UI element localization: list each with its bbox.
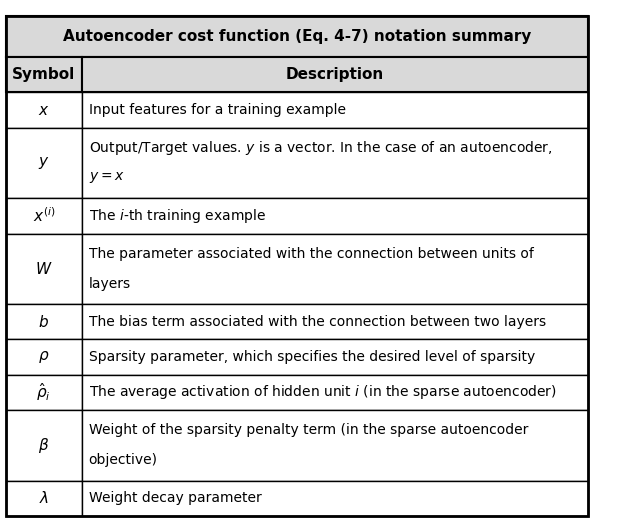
Text: Description: Description [285,67,384,82]
Text: The parameter associated with the connection between units of: The parameter associated with the connec… [89,247,534,261]
Text: $\hat{\rho}_i$: $\hat{\rho}_i$ [36,381,51,403]
Text: $\beta$: $\beta$ [38,436,49,455]
Bar [82,57,588,92]
Text: $y= x$: $y= x$ [89,170,125,185]
Text: Output/Target values. $y$ is a vector. In the case of an autoencoder,: Output/Target values. $y$ is a vector. I… [89,139,552,157]
Bar [6,480,82,516]
Text: $b$: $b$ [38,314,49,330]
Text: $\lambda$: $\lambda$ [38,490,49,506]
Text: $x$: $x$ [38,103,49,118]
Text: Symbol: Symbol [12,67,76,82]
Bar [6,128,82,199]
Text: layers: layers [89,277,131,291]
Bar [82,233,588,304]
Bar [82,339,588,375]
Bar [6,339,82,375]
Bar [82,92,588,128]
Bar [6,16,588,57]
Text: objective): objective) [89,453,157,467]
Bar [6,233,82,304]
Bar [6,304,82,339]
Bar [82,199,588,233]
Bar [82,304,588,339]
Text: $x^{(i)}$: $x^{(i)}$ [33,206,55,225]
Text: Weight decay parameter: Weight decay parameter [89,491,262,505]
Bar [6,375,82,410]
Text: Weight of the sparsity penalty term (in the sparse autoencoder: Weight of the sparsity penalty term (in … [89,424,528,438]
Text: The $i$-th training example: The $i$-th training example [89,207,266,225]
Bar [82,128,588,199]
Text: $W$: $W$ [35,261,52,277]
Text: $\rho$: $\rho$ [38,349,49,365]
Bar [82,375,588,410]
Text: The bias term associated with the connection between two layers: The bias term associated with the connec… [89,315,546,329]
Text: The average activation of hidden unit $i$ (in the sparse autoencoder): The average activation of hidden unit $i… [89,383,557,401]
Bar [6,199,82,233]
Bar [6,410,82,480]
Text: Autoencoder cost function (Eq. 4-7) notation summary: Autoencoder cost function (Eq. 4-7) nota… [63,29,531,44]
Bar [6,57,82,92]
Text: $y$: $y$ [38,155,49,171]
Text: Input features for a training example: Input features for a training example [89,103,346,117]
Bar [6,92,82,128]
Bar [82,410,588,480]
Text: Sparsity parameter, which specifies the desired level of sparsity: Sparsity parameter, which specifies the … [89,350,535,364]
Bar [82,480,588,516]
